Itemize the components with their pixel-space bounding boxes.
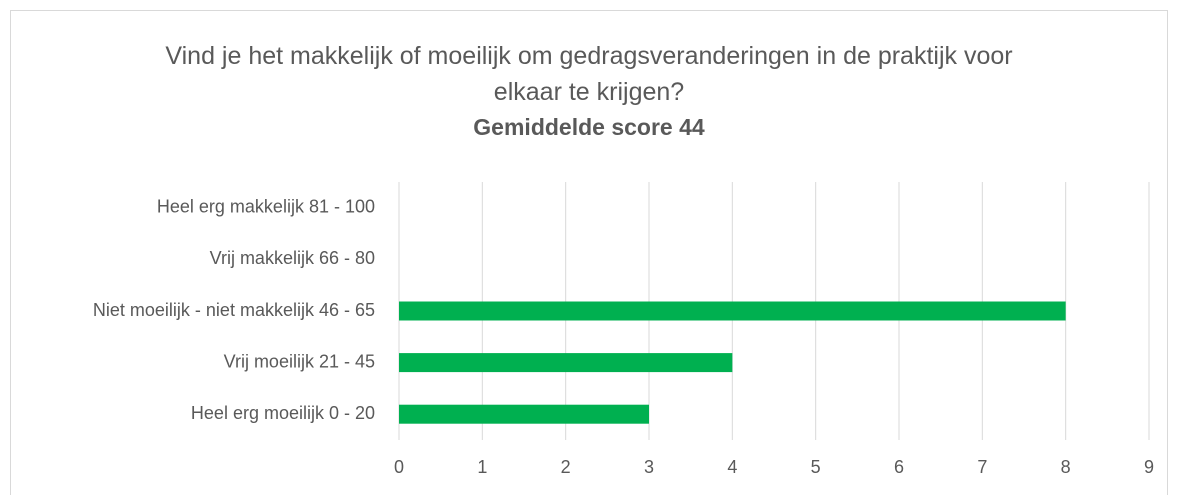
bar bbox=[399, 353, 733, 373]
chart-border bbox=[10, 10, 1168, 495]
x-tick-label: 8 bbox=[1061, 457, 1071, 477]
y-tick-label: Heel erg makkelijk 81 - 100 bbox=[157, 197, 375, 217]
x-tick-label: 5 bbox=[811, 457, 821, 477]
bar bbox=[399, 404, 649, 424]
y-tick-label: Vrij makkelijk 66 - 80 bbox=[210, 248, 375, 268]
x-tick-label: 1 bbox=[477, 457, 487, 477]
y-tick-label: Vrij moeilijk 21 - 45 bbox=[224, 351, 375, 371]
x-tick-label: 4 bbox=[727, 457, 737, 477]
x-tick-label: 3 bbox=[644, 457, 654, 477]
x-tick-label: 7 bbox=[977, 457, 987, 477]
x-tick-label: 9 bbox=[1144, 457, 1154, 477]
y-tick-label: Niet moeilijk - niet makkelijk 46 - 65 bbox=[93, 300, 375, 320]
chart-subtitle: Gemiddelde score 44 bbox=[473, 114, 705, 140]
y-tick-label: Heel erg moeilijk 0 - 20 bbox=[191, 403, 375, 423]
x-tick-label: 6 bbox=[894, 457, 904, 477]
x-tick-label: 0 bbox=[394, 457, 404, 477]
chart-title: Vind je het makkelijk of moeilijk om ged… bbox=[165, 42, 1013, 106]
bar bbox=[399, 301, 1066, 321]
x-tick-label: 2 bbox=[561, 457, 571, 477]
